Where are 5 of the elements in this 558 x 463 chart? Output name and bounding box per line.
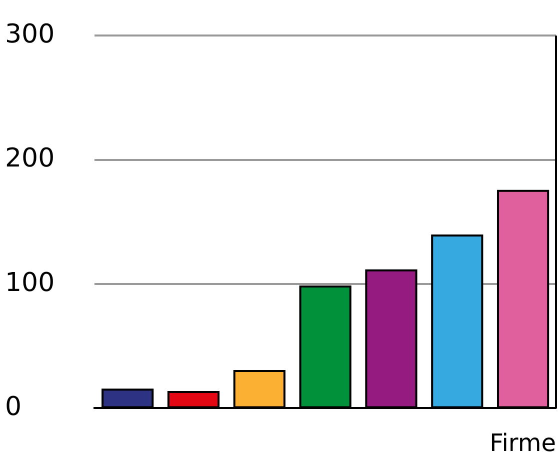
y-tick-label: 200 [5,144,55,174]
y-tick-label: 100 [5,268,55,298]
y-tick-label: 0 [5,392,22,422]
x-axis-title: Firme [490,428,556,457]
y-tick-label: 300 [5,19,55,50]
